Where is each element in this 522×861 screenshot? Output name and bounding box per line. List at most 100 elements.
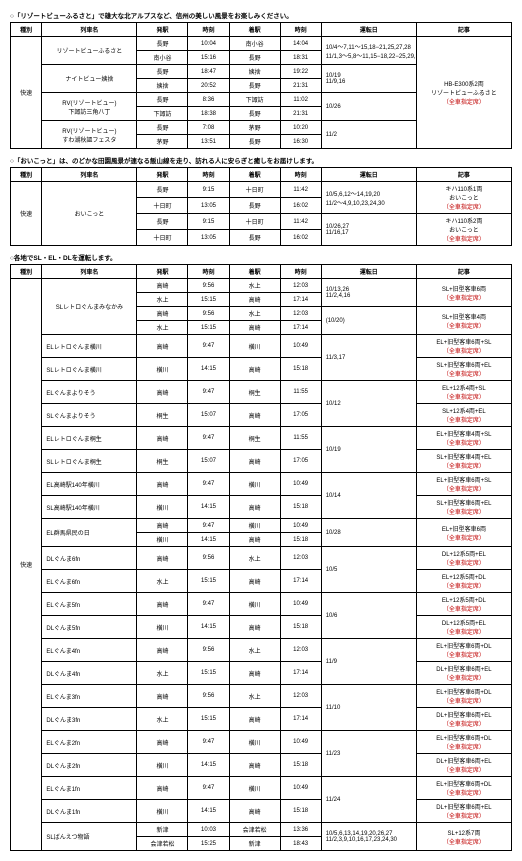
cell: SLレトロぐんま桐生 [42, 450, 137, 473]
cell: RV(リゾートビュー)すわ湖秋謳フェスタ [42, 121, 137, 149]
cell: おいこっと [42, 182, 137, 246]
col-header: 種別 [11, 23, 42, 37]
cell: 10/12 [321, 381, 416, 427]
cell: 9:56 [188, 639, 229, 662]
data-row: SLぐんまよりそう桐生15:07高崎17:05SL+12系4両+EL（全車指定席… [11, 404, 512, 427]
cell: リゾートビューふるさと [42, 37, 137, 65]
cell: 9:47 [188, 335, 229, 358]
col-header: 記事 [416, 23, 511, 37]
cell: 14:15 [188, 496, 229, 519]
cell: 18:31 [280, 51, 321, 65]
cell: 11/2 [321, 121, 416, 149]
header-row: 種別列車名発駅時刻着駅時刻運転日記事 [11, 168, 512, 182]
cell: 16:30 [280, 135, 321, 149]
cell: 高崎 [137, 279, 188, 293]
cell: ELぐんま1fn [42, 777, 137, 800]
data-row: DLぐんま5fn横川14:15高崎15:18DL+12系5両+EL（全車指定席） [11, 616, 512, 639]
cell: 13:05 [188, 198, 229, 214]
cell: 長野 [137, 182, 188, 198]
cell: 長野 [137, 93, 188, 107]
cell: 11:42 [280, 214, 321, 230]
cell: 18:38 [188, 107, 229, 121]
cell: 快速 [11, 182, 42, 246]
cell: 高崎 [229, 533, 280, 547]
cell: EL群馬県民の日 [42, 519, 137, 547]
cell: 10/26 [321, 93, 416, 121]
cell: DL+旧型客車6両+EL（全車指定席） [416, 708, 511, 731]
cell: 17:14 [280, 293, 321, 307]
cell: 15:18 [280, 616, 321, 639]
cell: 12:03 [280, 547, 321, 570]
cell: 10:49 [280, 593, 321, 616]
col-header: 運転日 [321, 23, 416, 37]
cell: 長野 [137, 121, 188, 135]
cell: 高崎 [229, 496, 280, 519]
cell: 横川 [137, 358, 188, 381]
cell: 14:15 [188, 616, 229, 639]
data-row: ELぐんま4fn高崎9:56水上12:0311/9EL+旧型客車6両+DL（全車… [11, 639, 512, 662]
data-row: ELぐんま6fn水上15:15高崎17:14EL+12系5両+DL（全車指定席） [11, 570, 512, 593]
cell: 高崎 [137, 777, 188, 800]
data-row: DLぐんま3fn水上15:15高崎17:14DL+旧型客車6両+EL（全車指定席… [11, 708, 512, 731]
cell: 高崎 [137, 593, 188, 616]
data-row: ELぐんま3fn高崎9:56水上12:0311/10EL+旧型客車6両+DL（全… [11, 685, 512, 708]
cell: DL+12系5両+EL（全車指定席） [416, 547, 511, 570]
col-header: 発駅 [137, 23, 188, 37]
section-title: ○「おいこっと」は、のどかな田園風景が連なる飯山線を走り、訪れる人に安らぎと癒し… [10, 155, 512, 165]
cell: 新津 [229, 837, 280, 851]
cell: 茅野 [137, 135, 188, 149]
cell: 14:15 [188, 800, 229, 823]
cell: 17:14 [280, 662, 321, 685]
cell: 9:47 [188, 381, 229, 404]
cell: HB-E300系2両リゾートビューふるさと（全車指定席） [416, 37, 511, 149]
cell: 10/6 [321, 593, 416, 639]
cell: 17:14 [280, 708, 321, 731]
cell: DL+12系5両+EL（全車指定席） [416, 616, 511, 639]
cell: 10/5,6,13,14,19,20,26,2711/2,3,9,10,16,1… [321, 823, 416, 851]
cell: 10/14 [321, 473, 416, 519]
data-row: ELぐんま1fn高崎9:47横川10:4911/24EL+旧型客車6両+DL（全… [11, 777, 512, 800]
data-row: EL高崎駅140年横川高崎9:47横川10:4910/14EL+旧型客車6両+S… [11, 473, 512, 496]
cell: 15:18 [280, 533, 321, 547]
cell: 15:15 [188, 708, 229, 731]
data-row: 快速SLレトロぐんまみなかみ高崎9:56水上12:0310/13,2611/2,… [11, 279, 512, 293]
cell: 11:42 [280, 182, 321, 198]
cell: 高崎 [229, 450, 280, 473]
cell: 下諏訪 [137, 107, 188, 121]
cell: SLレトロぐんまみなかみ [42, 279, 137, 335]
cell: 横川 [229, 731, 280, 754]
cell: 9:47 [188, 519, 229, 533]
cell: SLレトロぐんま横川 [42, 358, 137, 381]
cell: 15:15 [188, 662, 229, 685]
cell: 十日町 [229, 214, 280, 230]
cell: 11/23 [321, 731, 416, 777]
cell: 13:05 [188, 230, 229, 246]
cell: 9:56 [188, 279, 229, 293]
cell: 9:56 [188, 307, 229, 321]
cell: 十日町 [229, 182, 280, 198]
cell: 高崎 [137, 335, 188, 358]
cell: SL+旧型客車6両（全車指定席） [416, 279, 511, 307]
cell: 11:55 [280, 427, 321, 450]
cell: 21:31 [280, 79, 321, 93]
cell: 10/13,2611/2,4,16 [321, 279, 416, 307]
cell: DLぐんま5fn [42, 616, 137, 639]
cell: 高崎 [137, 639, 188, 662]
cell: 高崎 [229, 800, 280, 823]
cell: SL+12系4両+EL（全車指定席） [416, 404, 511, 427]
cell: (10/20) [321, 307, 416, 335]
cell: DLぐんま2fn [42, 754, 137, 777]
cell: 高崎 [137, 547, 188, 570]
cell: 12:03 [280, 307, 321, 321]
cell: 高崎 [229, 616, 280, 639]
data-row: SL高崎駅140年横川横川14:15高崎15:18SL+旧型客車6両+EL（全車… [11, 496, 512, 519]
timetable: 種別列車名発駅時刻着駅時刻運転日記事快速リゾートビューふるさと長野10:04南小… [10, 22, 512, 149]
cell: 19:22 [280, 65, 321, 79]
cell: 水上 [137, 570, 188, 593]
data-row: 快速リゾートビューふるさと長野10:04南小谷14:0410/4～7,11～15… [11, 37, 512, 51]
cell: 長野 [137, 214, 188, 230]
cell: EL+旧型客車6両（全車指定席） [416, 519, 511, 547]
cell: 高崎 [137, 473, 188, 496]
timetable: 種別列車名発駅時刻着駅時刻運転日記事快速おいこっと長野9:15十日町11:421… [10, 167, 512, 246]
cell: 高崎 [229, 708, 280, 731]
